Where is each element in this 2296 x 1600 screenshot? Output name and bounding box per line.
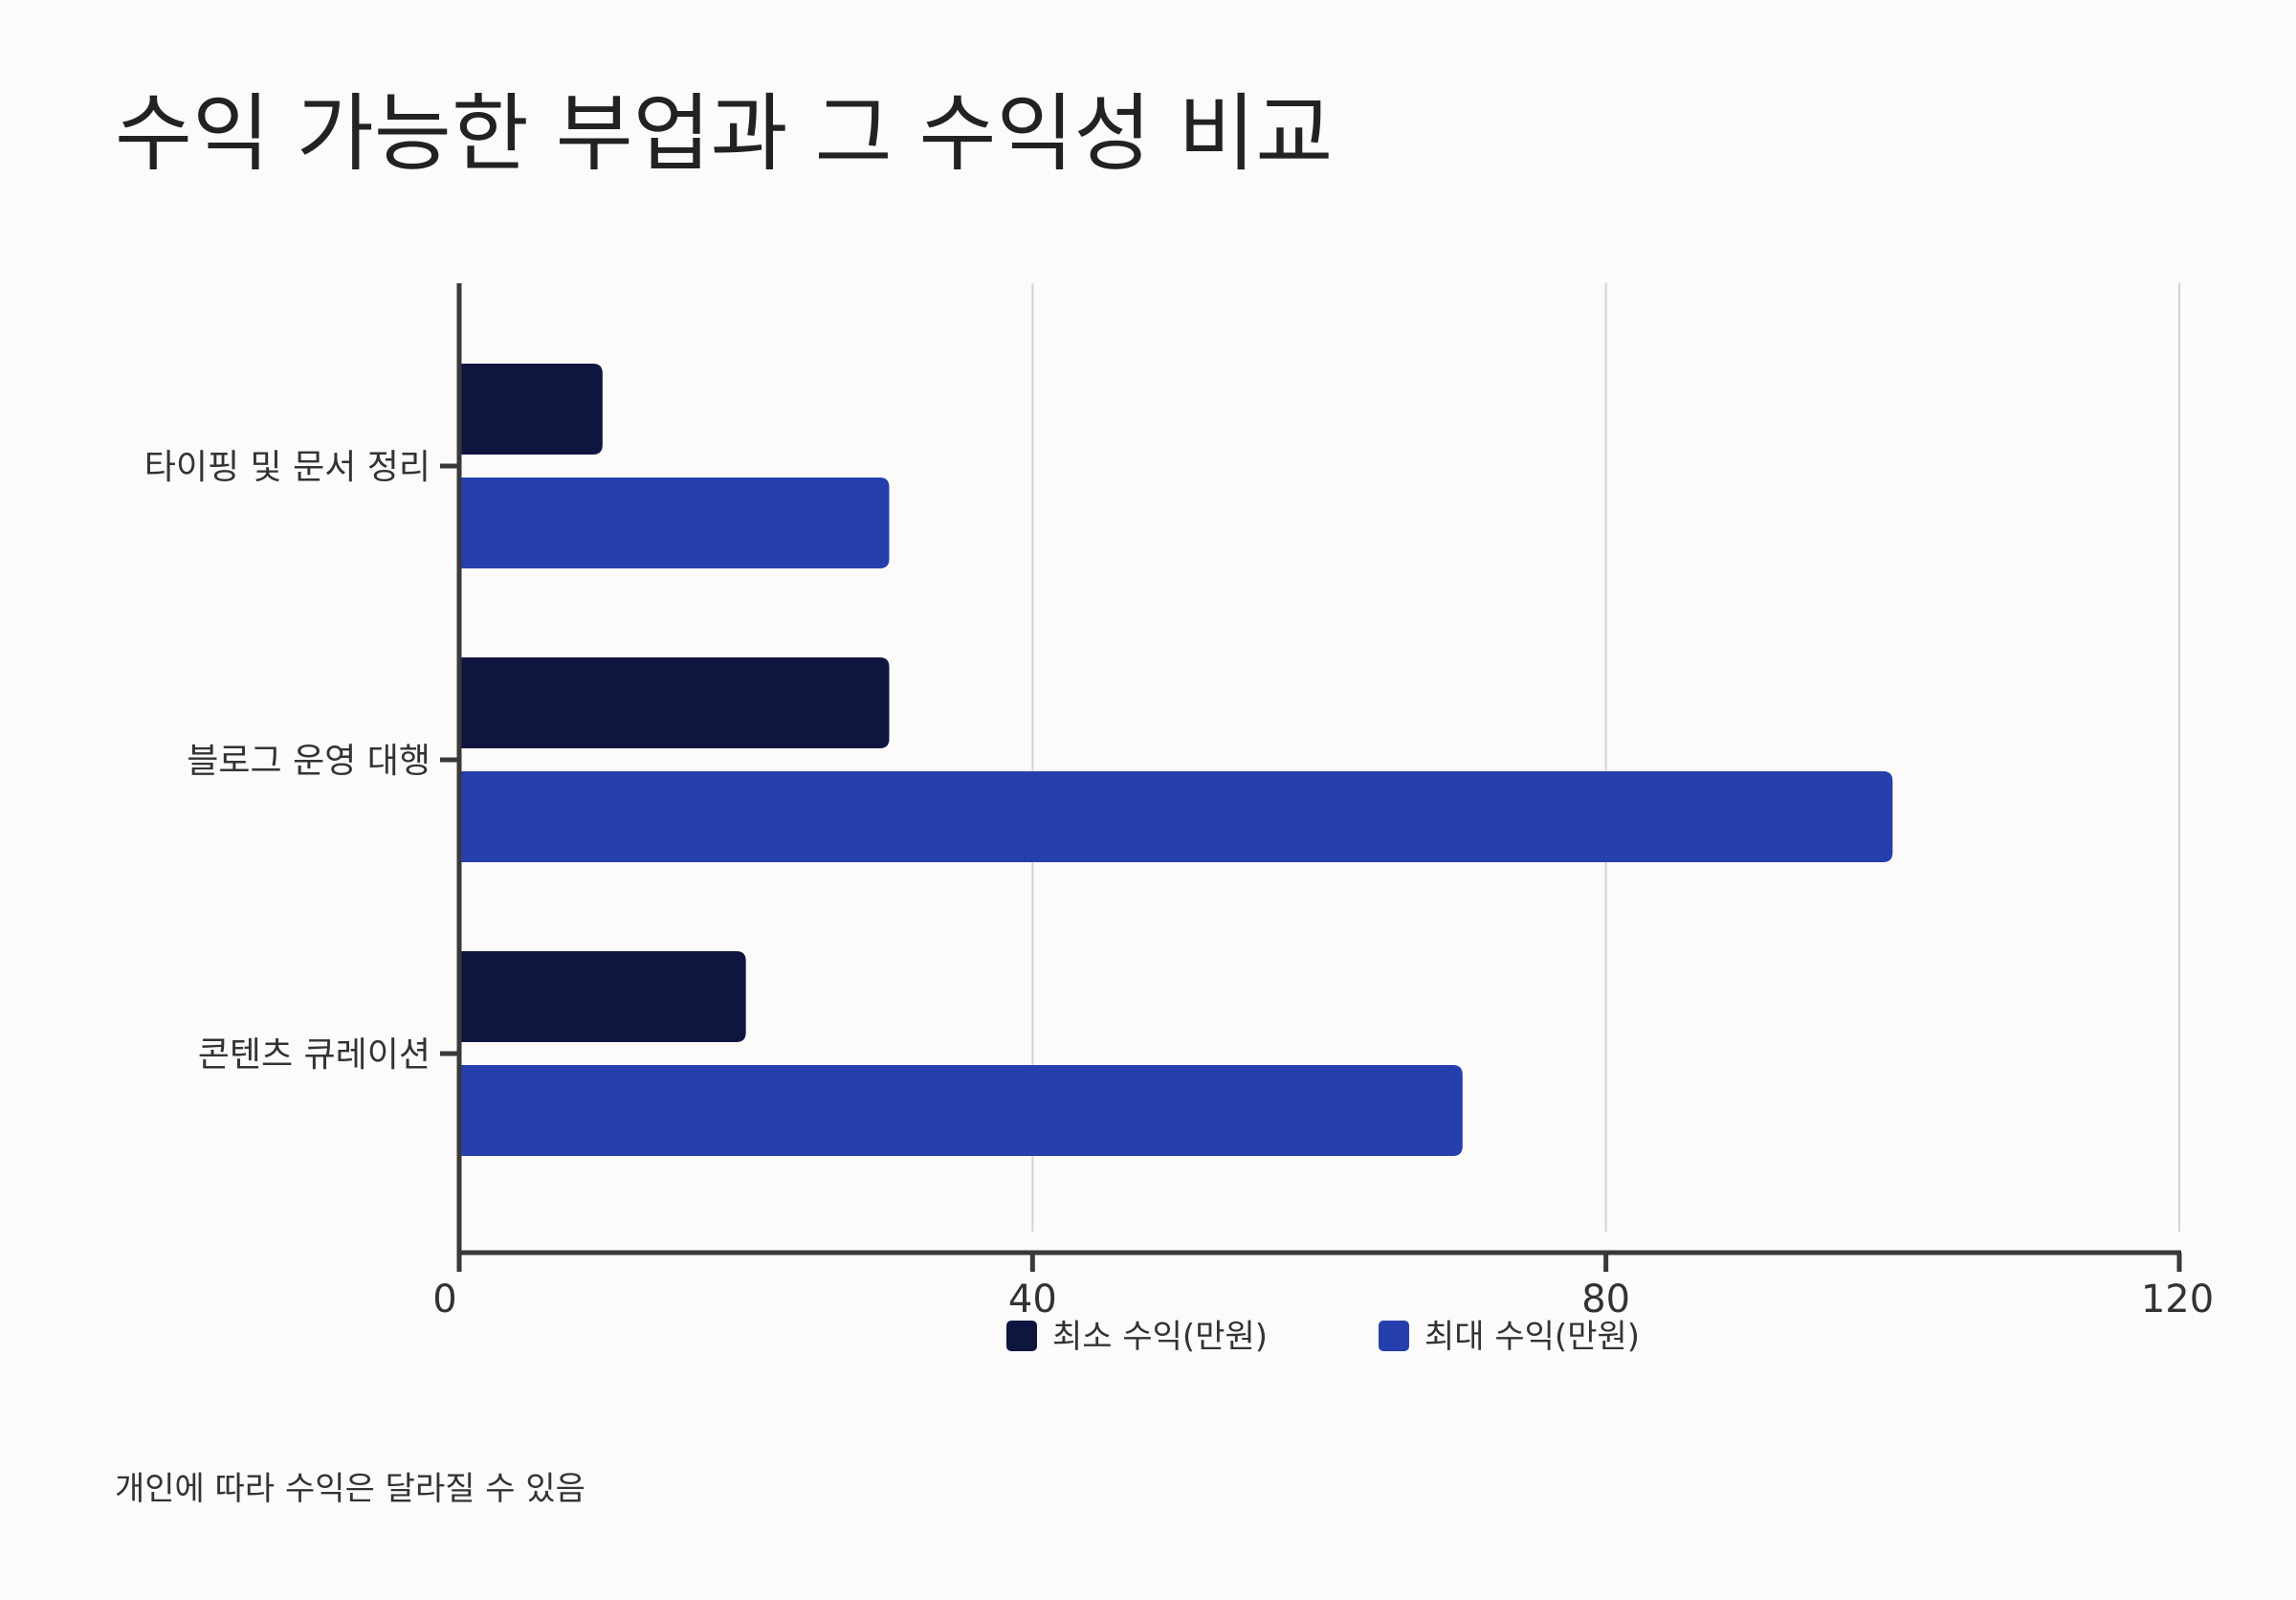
legend-label: 최대 수익(만원): [1424, 1318, 1640, 1356]
bars: [459, 364, 1893, 1156]
bar-min-1: [459, 657, 890, 748]
bar-max-2: [459, 1065, 1463, 1156]
x-tick-label: 0: [432, 1278, 456, 1322]
legend-label: 최소 수익(만원): [1052, 1318, 1268, 1356]
category-label: 타이핑 및 문서 정리: [144, 448, 430, 487]
x-tick-label: 120: [2141, 1278, 2214, 1322]
footnote: 개인에 따라 수익은 달라질 수 있음: [115, 1470, 585, 1508]
bar-max-1: [459, 771, 1893, 862]
x-tick-label: 80: [1581, 1278, 1630, 1322]
bar-min-2: [459, 951, 746, 1042]
legend-swatch: [1006, 1321, 1037, 1351]
category-label: 블로그 운영 대행: [187, 742, 430, 781]
legend-swatch: [1379, 1321, 1409, 1351]
legend: 최소 수익(만원) 최대 수익(만원): [1006, 1318, 1640, 1356]
bar-min-0: [459, 364, 603, 455]
chart-title: 수익 가능한 부업과 그 수익성 비교: [115, 84, 1334, 183]
category-label: 콘텐츠 큐레이션: [198, 1035, 430, 1075]
bar-max-0: [459, 478, 890, 568]
axes: [440, 283, 2182, 1272]
x-tick-label: 40: [1008, 1278, 1057, 1322]
